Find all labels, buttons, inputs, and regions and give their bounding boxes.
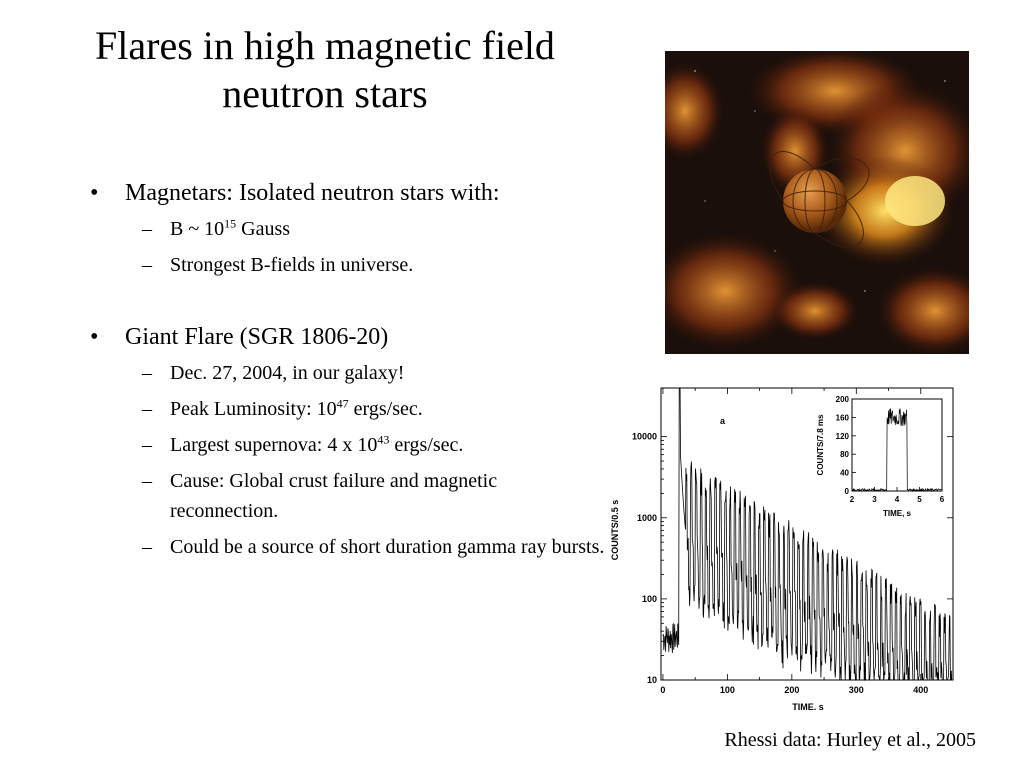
main-light-curve: [662, 387, 953, 682]
magnetar-illustration: [665, 51, 969, 354]
sub-bullet-b-field: – B ~ 1015 Gauss: [90, 214, 610, 244]
bullet-giant-flare: • Giant Flare (SGR 1806-20): [90, 322, 610, 352]
sub-bullet-supernova: – Largest supernova: 4 x 1043 ergs/sec.: [90, 430, 610, 460]
inset-ticks: [851, 398, 943, 492]
main-xtick-label: 300: [849, 685, 864, 695]
sub-bullet-text: Strongest B-fields in universe.: [170, 254, 414, 276]
title-line-1: Flares in high magnetic field: [95, 23, 555, 68]
exponent: 47: [336, 396, 349, 411]
sub-bullet-marker: –: [142, 470, 152, 492]
sub-bullet-text: ergs/sec.: [389, 434, 464, 456]
sub-bullet-strongest: – Strongest B-fields in universe.: [90, 250, 610, 280]
sub-bullet-text: Gauss: [236, 218, 291, 240]
sub-bullet-marker: –: [142, 254, 152, 276]
sub-bullet-text: B ~ 10: [170, 218, 225, 240]
bullet-text: Magnetars: Isolated neutron stars with:: [125, 180, 500, 206]
main-xtick-label: 0: [660, 685, 665, 695]
sub-bullet-cause: – Cause: Global crust failure and magnet…: [90, 466, 610, 526]
inset-xtick-label: 2: [850, 495, 855, 504]
main-xlabel: TIME, s: [792, 702, 824, 710]
panel-label: a: [720, 416, 726, 426]
inset-ytick-label: 0: [845, 487, 850, 496]
inset-axes: [851, 398, 943, 492]
bullet-magnetars: • Magnetars: Isolated neutron stars with…: [90, 178, 610, 208]
inset-ytick-label: 40: [840, 469, 849, 478]
bullet-list: • Magnetars: Isolated neutron stars with…: [90, 178, 610, 568]
main-ytick-label: 10000: [632, 432, 657, 442]
sub-bullet-peak-luminosity: – Peak Luminosity: 1047 ergs/sec.: [90, 394, 610, 424]
inset-xlabel: TIME, s: [883, 509, 912, 518]
sub-bullet-text: Peak Luminosity: 10: [170, 398, 337, 420]
light-curve-plot: a TIME, s COUNTS/0.5 s 0 100 200 300 400…: [610, 387, 954, 710]
inset-xtick-label: 6: [940, 495, 945, 504]
exponent: 43: [377, 432, 390, 447]
sub-bullet-date: – Dec. 27, 2004, in our galaxy!: [90, 358, 610, 388]
bullet-text: Giant Flare (SGR 1806-20): [125, 324, 389, 350]
inset-ylabel: COUNTS/7.8 ms: [816, 414, 825, 475]
inset-ytick-label: 160: [836, 413, 850, 422]
sub-bullet-marker: –: [142, 218, 152, 240]
bullet-marker: •: [90, 324, 99, 350]
main-ytick-label: 1000: [637, 513, 657, 523]
sub-bullet-marker: –: [142, 536, 152, 558]
figure-caption: Rhessi data: Hurley et al., 2005: [724, 729, 976, 751]
sub-bullet-marker: –: [142, 362, 152, 384]
sub-bullet-marker: –: [142, 434, 152, 456]
slide-title: Flares in high magnetic field neutron st…: [40, 22, 610, 118]
main-xtick-label: 400: [913, 685, 928, 695]
inset-ytick-label: 80: [840, 450, 849, 459]
title-line-2: neutron stars: [222, 71, 428, 116]
bullet-marker: •: [90, 180, 99, 206]
sub-bullet-text: ergs/sec.: [348, 398, 423, 420]
inset-xtick-label: 4: [895, 495, 900, 504]
main-ticks: [661, 388, 954, 681]
inset-ytick-label: 200: [836, 395, 850, 404]
sub-bullet-text: Dec. 27, 2004, in our galaxy!: [170, 362, 405, 384]
sub-bullet-grb: – Could be a source of short duration ga…: [90, 532, 610, 562]
main-ylabel: COUNTS/0.5 s: [610, 500, 620, 561]
inset-xtick-label: 5: [917, 495, 922, 504]
main-xtick-label: 200: [784, 685, 799, 695]
inset-light-curve: [852, 408, 943, 493]
sub-bullet-text: Largest supernova: 4 x 10: [170, 434, 378, 456]
exponent: 15: [224, 216, 237, 231]
sub-bullet-marker: –: [142, 398, 152, 420]
main-ytick-label: 100: [642, 594, 657, 604]
sub-bullet-text: Cause: Global crust failure and magnetic…: [170, 470, 498, 522]
sub-bullet-text: Could be a source of short duration gamm…: [170, 536, 605, 558]
inset-ytick-label: 120: [836, 432, 850, 441]
main-xtick-label: 100: [720, 685, 735, 695]
main-ytick-label: 10: [647, 675, 657, 685]
inset-xtick-label: 3: [872, 495, 877, 504]
